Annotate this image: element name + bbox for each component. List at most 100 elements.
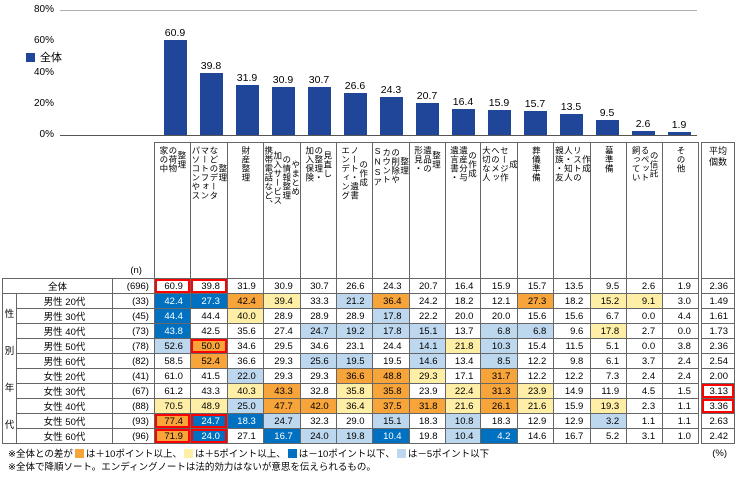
column-header-text: 財産整理 [240,146,251,182]
data-cell: 5.1 [590,338,628,354]
spacer [698,278,702,294]
bar [343,93,367,135]
column-header-text: パソコンやス マートフォン などのデータ 整理 [190,146,228,200]
data-cell: 32.3 [299,413,337,429]
spacer [698,428,702,444]
data-cell: 42.0 [299,398,337,414]
column-header-text: SNSア カウント の削除や 整理 [372,146,410,187]
data-cell: 12.9 [517,413,555,429]
data-cell: 33.3 [299,293,337,309]
data-cell: 29.3 [262,368,301,384]
row-label: 女性 30代 [15,383,114,399]
data-cell: 61.2 [153,383,191,399]
data-cell: 48.8 [371,368,410,384]
legend-color-swatch [26,52,35,62]
bar-value-label: 39.8 [200,59,222,72]
data-cell: 61.0 [153,368,191,384]
table-row: 女性 30代 (67) 61.2 43.3 40.3 43.3 32.8 35.8 35.8 23… [3,383,735,399]
data-cell: 14.6 [408,353,446,369]
chart-x-axis-line [60,135,697,136]
spacer [698,413,702,429]
bar-chart: 0% 20% 40% 60% 80% 全体 60.9 39.8 31.9 30.9 30.7 26… [0,0,735,142]
data-cell: 22.2 [408,308,446,324]
data-cell: 1.5 [662,383,699,399]
data-cell: 30.9 [262,278,301,294]
results-table: (n) 家の中 の荷物 整理 パソコンやス マートフォン などのデータ 整理 財産整理… [1,142,735,444]
y-axis-tick-label: 60% [33,35,54,47]
data-cell: 17.1 [444,368,482,384]
percent-unit-label: (%) [712,448,727,459]
data-cell: 6.8 [517,323,555,339]
data-cell: 23.9 [517,383,555,399]
bar [415,102,439,135]
row-n: (33) [112,293,155,309]
data-cell: 43.8 [153,323,191,339]
data-cell: 1.1 [662,413,699,429]
data-cell: 12.2 [517,353,555,369]
data-cell: 16.7 [553,428,592,444]
data-cell: 39.8 [189,278,228,294]
data-cell: 42.4 [153,293,191,309]
data-cell: 29.3 [408,368,446,384]
data-cell: 14.9 [553,383,592,399]
data-cell: 0.0 [626,338,664,354]
footnote-swatch-plus5 [183,449,193,458]
row-n: (96) [112,428,155,444]
y-axis-tick-label: 20% [33,97,54,109]
table-row: 性別年代男性 20代 (33) 42.4 27.3 42.4 39.4 33.3 21.2 36… [2,293,735,444]
data-cell: 24.0 [189,428,228,444]
column-header: 携帯電話など、 加入サービス の情報整理 やまとめ [262,142,301,279]
data-cell: 17.8 [371,308,410,324]
table-row: 男性 60代 (82) 58.5 52.4 36.6 29.3 25.6 19.5 19.5 14… [3,353,735,369]
data-cell: 3.8 [662,338,699,354]
average-column-header: 平均 個数 [700,142,735,279]
bar-slot: 9.5 [589,10,625,135]
data-cell: 50.0 [189,338,228,354]
data-cell: 31.7 [480,368,519,384]
data-cell: 27.4 [262,323,301,339]
data-cell: 18.2 [444,293,482,309]
bar-value-label: 1.9 [671,119,687,131]
column-header: 葬儀準備 [517,142,555,279]
group-label-char: 性 [4,309,15,320]
data-cell: 60.9 [153,278,191,294]
bar [199,72,223,135]
data-cell: 7.3 [590,368,628,384]
data-cell: 34.6 [299,338,337,354]
bar [631,130,655,135]
row-label: 男性 60代 [15,353,114,369]
row-n: (78) [112,338,155,354]
data-cell: 24.3 [371,278,410,294]
data-cell: 19.8 [408,428,446,444]
data-cell: 39.4 [262,293,301,309]
column-header-text: 形見・ 遺品の 整理 [413,146,442,173]
table-row: 女性 40代 (88) 70.5 48.9 25.0 47.7 42.0 36.4 37.5 31… [3,398,735,414]
column-header-text: 飼ってい るペット の信託 [631,146,660,182]
bar-slot: 31.9 [229,10,265,135]
row-label: 女性 60代 [15,428,114,444]
row-n: (73) [112,323,155,339]
data-cell: 29.0 [335,413,373,429]
data-cell: 21.6 [517,398,555,414]
data-cell: 28.9 [262,308,301,324]
footnote-text: は－5ポイント以下 [407,449,490,460]
data-cell: 43.3 [189,383,228,399]
data-cell: 29.5 [262,338,301,354]
data-cell: 24.0 [299,428,337,444]
bar-slot: 15.9 [481,10,517,135]
data-cell: 0.0 [662,323,699,339]
bar-value-label: 20.7 [416,89,438,102]
data-cell: 12.9 [553,413,592,429]
data-cell: 40.0 [226,308,264,324]
bar-value-label: 13.5 [560,100,582,113]
data-cell: 6.1 [590,353,628,369]
data-cell: 24.7 [262,413,301,429]
group-label-char: 別 [4,346,15,357]
table-row: 女性 20代 (41) 61.0 41.5 22.0 29.3 29.3 36.6 48.8 29… [3,368,735,384]
bar-value-label: 15.7 [524,97,546,110]
bar-slot: 2.6 [625,10,661,135]
data-cell: 9.8 [553,353,592,369]
data-cell: 1.1 [662,398,699,414]
data-cell: 16.7 [262,428,301,444]
